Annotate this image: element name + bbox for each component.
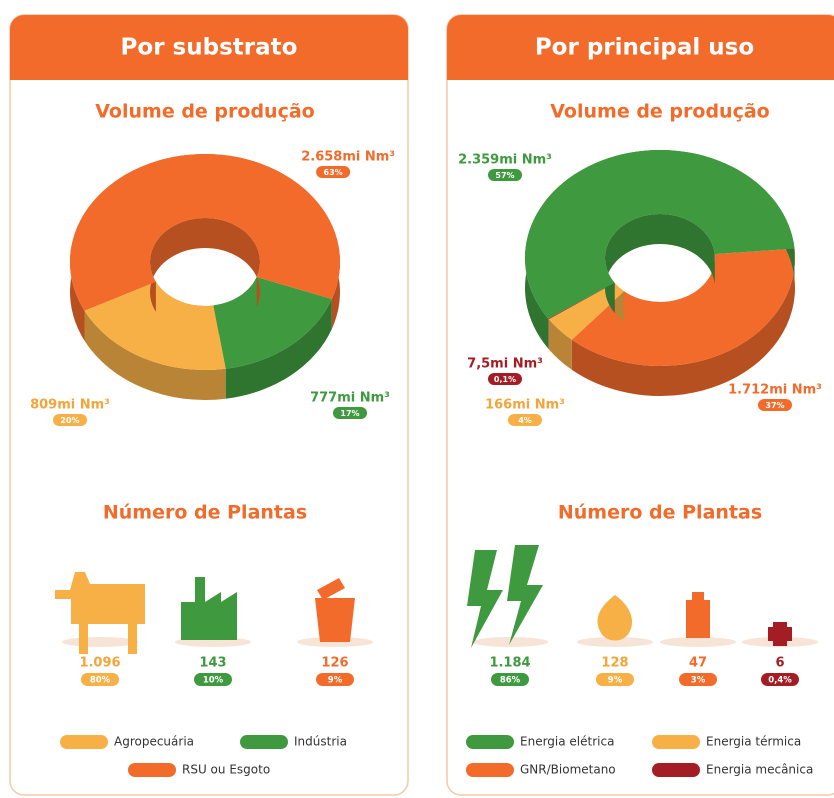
- slice-side: [571, 248, 795, 396]
- share-pill: [81, 673, 119, 686]
- slice-top: [548, 282, 615, 320]
- icon-shadow: [62, 637, 138, 647]
- share-pill: [488, 373, 522, 385]
- plant-count: 143: [199, 656, 226, 671]
- plant-icon: [315, 578, 355, 642]
- donut-slice: [571, 248, 795, 396]
- legend-label: Indústria: [294, 735, 347, 749]
- donut-title: Volume de produção: [95, 101, 314, 123]
- panel-title: Por principal uso: [535, 35, 754, 61]
- slice-side: [149, 218, 260, 312]
- legend-label: Agropecuária: [114, 735, 194, 749]
- share-pill: [53, 414, 87, 426]
- slice-side: [84, 310, 226, 400]
- slice-top: [70, 153, 340, 311]
- slice-volume: 166mi Nm³: [485, 398, 565, 413]
- plant-share: 80%: [90, 676, 111, 686]
- plant-share: 9%: [608, 676, 623, 686]
- legend-swatch: [466, 763, 514, 777]
- plants-title: Número de Plantas: [558, 502, 762, 524]
- legend-label: Energia elétrica: [520, 735, 614, 749]
- legend-swatch: [60, 735, 108, 749]
- plant-count: 6: [775, 656, 784, 671]
- plant-count: 126: [321, 656, 348, 671]
- share-pill: [508, 414, 542, 426]
- legend-swatch: [652, 763, 700, 777]
- share-pill: [316, 166, 351, 178]
- slice-share: 20%: [60, 416, 79, 425]
- plant-icon: [686, 592, 710, 638]
- share-pill: [194, 673, 232, 686]
- plant-icon: [55, 572, 145, 654]
- slice-top: [548, 282, 625, 340]
- donut-slice: [525, 149, 795, 349]
- share-pill: [761, 673, 799, 686]
- slice-side: [225, 298, 332, 399]
- slice-share: 63%: [324, 168, 343, 177]
- panel-header: [447, 15, 834, 80]
- plant-count: 1.184: [489, 656, 530, 671]
- plant-icon: [467, 545, 543, 648]
- plant-count: 47: [689, 656, 707, 671]
- legend-label: RSU ou Esgoto: [182, 763, 270, 777]
- plant-icon: [768, 622, 792, 646]
- legend-label: Energia mecânica: [706, 763, 813, 777]
- slice-share: 57%: [495, 171, 514, 180]
- slice-share: 17%: [340, 409, 359, 418]
- share-pill: [491, 673, 529, 686]
- slice-side: [604, 214, 715, 313]
- plant-share: 3%: [691, 676, 706, 686]
- slice-side: [548, 319, 572, 370]
- slice-volume: 7,5mi Nm³: [467, 357, 543, 372]
- legend-label: Energia térmica: [706, 735, 801, 749]
- share-pill: [758, 399, 792, 411]
- slice-share: 0,1%: [494, 375, 516, 384]
- slice-share: 4%: [518, 416, 532, 425]
- donut-slice: [548, 282, 625, 370]
- slice-volume: 777mi Nm³: [310, 391, 390, 406]
- legend-swatch: [240, 735, 288, 749]
- donut-title: Volume de produção: [550, 101, 769, 123]
- donut-slice: [548, 282, 615, 350]
- slice-volume: 2.359mi Nm³: [458, 153, 552, 168]
- share-pill: [333, 407, 367, 419]
- slice-share: 37%: [765, 401, 784, 410]
- slice-volume: 1.712mi Nm³: [728, 383, 822, 398]
- legend-label: GNR/Biometano: [520, 763, 616, 777]
- plant-share: 10%: [203, 676, 224, 686]
- panel-title: Por substrato: [121, 35, 298, 61]
- donut-slice: [84, 281, 226, 400]
- panel-header: [10, 15, 408, 80]
- slice-volume: 2.658mi Nm³: [301, 150, 395, 165]
- share-pill: [679, 673, 717, 686]
- share-pill: [596, 673, 634, 686]
- icon-shadow: [577, 637, 653, 647]
- slice-volume: 809mi Nm³: [30, 398, 110, 413]
- slice-top: [525, 149, 795, 319]
- legend-swatch: [466, 735, 514, 749]
- plant-count: 128: [601, 656, 628, 671]
- slice-top: [84, 281, 226, 370]
- plant-share: 9%: [328, 676, 343, 686]
- plant-share: 86%: [500, 676, 521, 686]
- slice-top: [213, 277, 332, 369]
- slice-top: [571, 248, 795, 366]
- plant-icon: [597, 595, 633, 641]
- plant-count: 1.096: [79, 656, 120, 671]
- share-pill: [488, 169, 522, 181]
- legend-swatch: [652, 735, 700, 749]
- plant-icon: [181, 577, 237, 640]
- donut-slice: [69, 153, 340, 341]
- share-pill: [316, 673, 354, 686]
- donut-slice: [213, 277, 332, 399]
- plants-title: Número de Plantas: [103, 502, 307, 524]
- plant-share: 0,4%: [768, 676, 792, 686]
- legend-swatch: [128, 763, 176, 777]
- icon-shadow: [660, 637, 736, 647]
